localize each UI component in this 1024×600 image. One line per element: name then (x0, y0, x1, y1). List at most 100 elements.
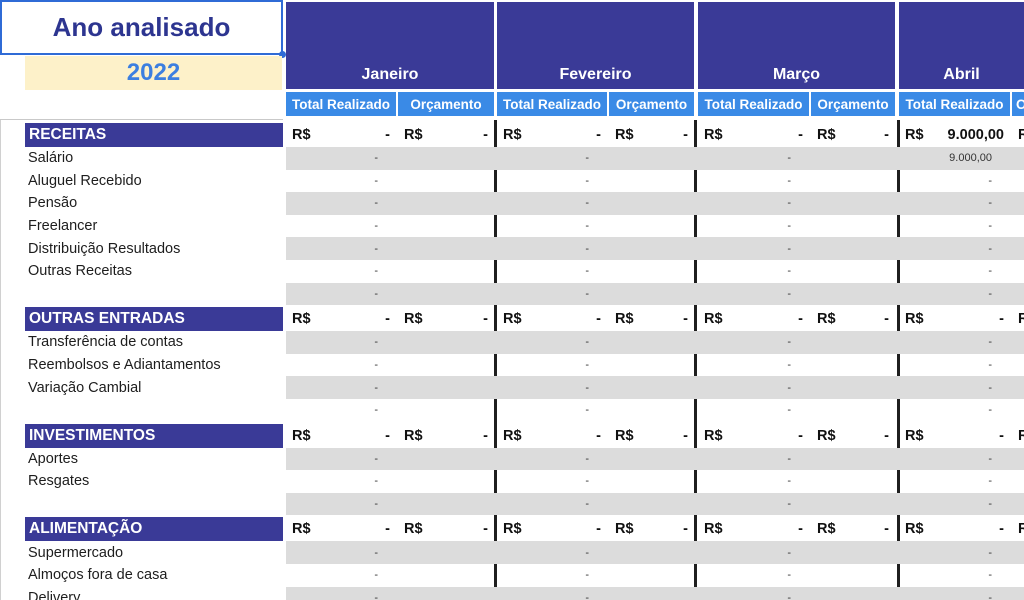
cell-total-realizado[interactable]: - (374, 197, 378, 210)
analyzed-year-label[interactable]: Ano analisado (0, 0, 283, 55)
cell-orcamento[interactable] (398, 237, 494, 260)
cell-orcamento[interactable]: R$ - (811, 424, 895, 448)
cell-total-realizado[interactable]: - (374, 591, 378, 600)
row-label[interactable]: Resgates (28, 473, 90, 490)
cell-total-realizado[interactable]: R$ - (286, 123, 396, 147)
cell-total-realizado[interactable]: R$ - (286, 424, 396, 448)
cell-orcamento[interactable] (609, 354, 694, 377)
cell-total-realizado[interactable]: R$ - (899, 424, 1010, 448)
row-label[interactable]: Freelancer (28, 218, 98, 235)
cell-orcamento[interactable]: R$ - (398, 123, 494, 147)
cell-orcamento[interactable] (811, 493, 895, 516)
cell-orcamento[interactable] (1012, 147, 1024, 170)
cell-orcamento[interactable]: R$ - (398, 424, 494, 448)
cell-total-realizado[interactable]: - (787, 359, 791, 372)
cell-total-realizado[interactable]: - (988, 452, 992, 465)
row-label[interactable]: Variação Cambial (28, 379, 142, 396)
cell-total-realizado[interactable]: - (585, 546, 589, 559)
cell-total-realizado[interactable]: - (374, 546, 378, 559)
cell-orcamento[interactable] (398, 399, 494, 422)
row-label[interactable]: Almoços fora de casa (28, 567, 168, 584)
cell-total-realizado[interactable]: - (585, 265, 589, 278)
cell-total-realizado[interactable]: - (787, 546, 791, 559)
month-header[interactable]: Março (698, 2, 895, 89)
cell-orcamento[interactable] (609, 376, 694, 399)
cell-orcamento[interactable]: R$ (1012, 307, 1024, 331)
cell-orcamento[interactable] (811, 376, 895, 399)
cell-orcamento[interactable] (609, 170, 694, 193)
cell-orcamento[interactable] (398, 564, 494, 587)
cell-orcamento[interactable] (1012, 587, 1024, 600)
cell-orcamento[interactable] (609, 493, 694, 516)
cell-orcamento[interactable] (609, 215, 694, 238)
category-label[interactable]: RECEITAS (29, 126, 107, 143)
cell-orcamento[interactable] (1012, 470, 1024, 493)
cell-orcamento[interactable] (609, 399, 694, 422)
cell-orcamento[interactable]: R$ - (609, 307, 694, 331)
cell-total-realizado[interactable]: 9.000,00 (949, 152, 992, 165)
cell-orcamento[interactable] (398, 331, 494, 354)
cell-total-realizado[interactable]: - (374, 174, 378, 187)
cell-orcamento[interactable] (1012, 237, 1024, 260)
month-header[interactable]: Abril (899, 2, 1024, 89)
cell-total-realizado[interactable]: - (585, 569, 589, 582)
cell-orcamento[interactable] (811, 448, 895, 471)
cell-total-realizado[interactable]: - (585, 220, 589, 233)
column-header-total-realizado[interactable]: Total Realizado (899, 92, 1010, 116)
column-header-orcamento[interactable]: Orçamento (609, 92, 694, 116)
cell-total-realizado[interactable]: - (585, 152, 589, 165)
cell-total-realizado[interactable]: - (374, 359, 378, 372)
cell-orcamento[interactable] (398, 215, 494, 238)
cell-total-realizado[interactable]: R$ - (698, 307, 809, 331)
cell-orcamento[interactable] (811, 587, 895, 600)
cell-orcamento[interactable] (1012, 376, 1024, 399)
cell-total-realizado[interactable]: - (988, 404, 992, 417)
month-header[interactable]: Fevereiro (497, 2, 694, 89)
cell-orcamento[interactable] (398, 192, 494, 215)
cell-total-realizado[interactable]: - (585, 197, 589, 210)
cell-total-realizado[interactable]: - (988, 546, 992, 559)
cell-total-realizado[interactable]: - (787, 197, 791, 210)
cell-total-realizado[interactable]: - (988, 359, 992, 372)
cell-total-realizado[interactable]: R$ - (698, 123, 809, 147)
cell-orcamento[interactable] (1012, 354, 1024, 377)
cell-total-realizado[interactable]: - (585, 404, 589, 417)
cell-orcamento[interactable] (609, 331, 694, 354)
cell-orcamento[interactable] (398, 470, 494, 493)
selection-fill-handle[interactable] (279, 51, 286, 58)
cell-orcamento[interactable] (811, 541, 895, 564)
cell-total-realizado[interactable]: - (787, 381, 791, 394)
row-label[interactable]: Transferência de contas (28, 334, 184, 351)
cell-total-realizado[interactable]: - (988, 242, 992, 255)
column-header-orcamento[interactable]: Orçamento (398, 92, 494, 116)
cell-orcamento[interactable] (398, 448, 494, 471)
cell-total-realizado[interactable]: - (374, 152, 378, 165)
cell-total-realizado[interactable]: - (374, 569, 378, 582)
cell-total-realizado[interactable]: - (787, 152, 791, 165)
row-label[interactable]: Supermercado (28, 544, 124, 561)
row-label[interactable]: Outras Receitas (28, 263, 132, 280)
cell-orcamento[interactable] (609, 260, 694, 283)
cell-total-realizado[interactable]: - (988, 336, 992, 349)
cell-orcamento[interactable] (1012, 170, 1024, 193)
category-label[interactable]: INVESTIMENTOS (29, 426, 156, 444)
cell-total-realizado[interactable]: - (374, 498, 378, 511)
cell-total-realizado[interactable]: - (787, 174, 791, 187)
cell-total-realizado[interactable]: - (787, 591, 791, 600)
cell-orcamento[interactable] (1012, 192, 1024, 215)
cell-orcamento[interactable] (811, 399, 895, 422)
cell-orcamento[interactable] (609, 192, 694, 215)
cell-orcamento[interactable] (1012, 215, 1024, 238)
cell-orcamento[interactable]: R$ - (811, 517, 895, 541)
cell-total-realizado[interactable]: - (787, 287, 791, 300)
cell-orcamento[interactable]: R$ (1012, 517, 1024, 541)
cell-total-realizado[interactable]: R$ - (899, 307, 1010, 331)
cell-total-realizado[interactable]: - (787, 265, 791, 278)
cell-total-realizado[interactable]: - (585, 174, 589, 187)
cell-total-realizado[interactable]: - (988, 498, 992, 511)
cell-total-realizado[interactable]: R$ - (497, 424, 607, 448)
cell-orcamento[interactable] (609, 283, 694, 306)
cell-total-realizado[interactable]: - (374, 452, 378, 465)
cell-orcamento[interactable] (811, 470, 895, 493)
cell-orcamento[interactable] (811, 260, 895, 283)
